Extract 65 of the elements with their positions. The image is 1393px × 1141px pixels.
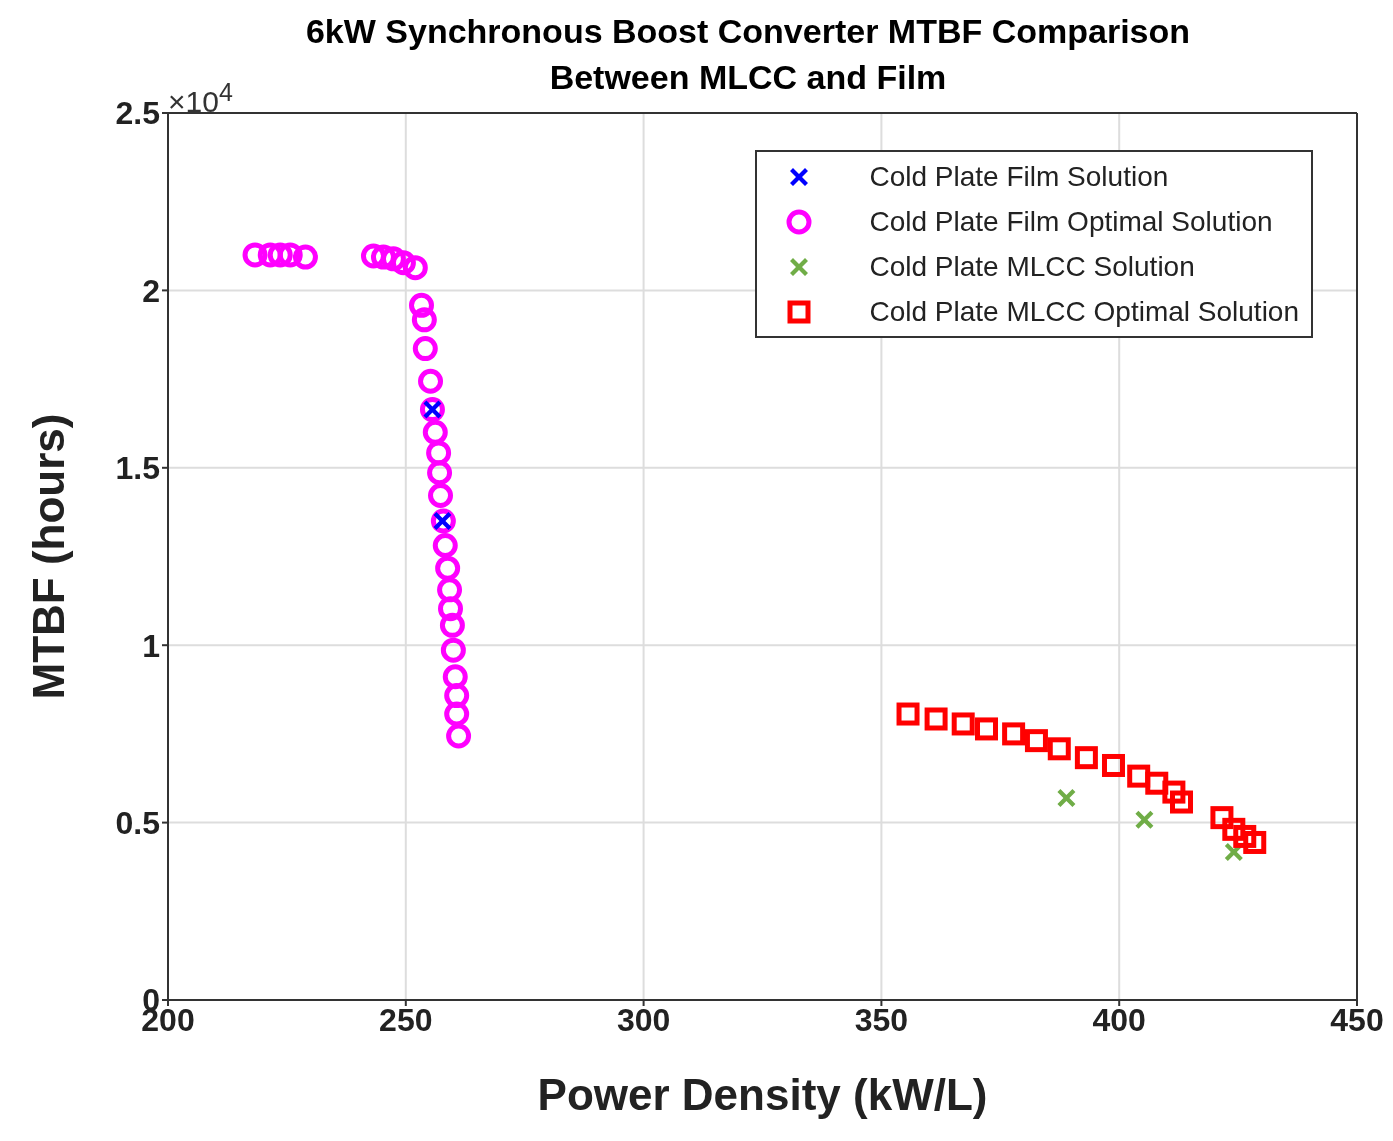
point [444, 683, 470, 709]
point [1024, 729, 1048, 753]
legend-label: Cold Plate MLCC Solution [869, 250, 1195, 283]
x-tick-label: 300 [616, 1001, 671, 1038]
chart-title: 6kW Synchronous Boost Converter MTBF Comparison Between MLCC and Film [304, 11, 1192, 98]
legend-label: Cold Plate Film Solution [869, 160, 1169, 193]
point [360, 243, 386, 269]
x-tick-label: 350 [854, 1001, 909, 1038]
point [267, 242, 293, 268]
point [427, 460, 453, 486]
point [1127, 764, 1151, 788]
point [1162, 780, 1186, 804]
y-tick-label: 1 [142, 627, 160, 664]
point [896, 702, 920, 726]
point [437, 577, 463, 603]
x-tick-label: 450 [1330, 1001, 1384, 1038]
y-tick-label: 2.5 [115, 95, 160, 132]
point [292, 244, 318, 270]
point [277, 242, 303, 268]
annotation: ×10$^{4}$ [168, 78, 233, 119]
point [442, 664, 468, 690]
point [1047, 737, 1071, 761]
point [1074, 746, 1098, 770]
y-tick-label: 2 [142, 272, 160, 309]
point [380, 246, 406, 272]
point [435, 555, 461, 581]
point [438, 596, 464, 622]
point [446, 723, 472, 749]
point [1233, 824, 1257, 848]
point [1002, 722, 1026, 746]
point [428, 482, 454, 508]
point [422, 419, 448, 445]
x-tick-label: 250 [379, 1001, 433, 1038]
point [370, 244, 396, 270]
point [439, 612, 465, 638]
point [1210, 806, 1234, 830]
point [257, 242, 283, 268]
point [924, 707, 948, 731]
point [1145, 771, 1169, 795]
point [1057, 789, 1076, 808]
point [242, 242, 268, 268]
point [1170, 790, 1193, 814]
point [951, 712, 975, 736]
x-axis-title: Power Density (kW/L) [537, 1070, 988, 1119]
legend-label: Cold Plate Film Optimal Solution [869, 205, 1273, 238]
point [1135, 810, 1154, 829]
point [440, 637, 466, 663]
point [1101, 753, 1125, 777]
point [426, 440, 452, 466]
point [444, 701, 470, 727]
y-tick-label: 0.5 [115, 804, 160, 841]
point [412, 336, 438, 362]
y-axis-title: MTBF (hours) [23, 413, 73, 700]
point [975, 717, 999, 741]
point [402, 255, 428, 281]
point [1243, 830, 1267, 854]
point [418, 368, 444, 394]
y-tick-label: 1.5 [115, 450, 160, 487]
point [1222, 817, 1246, 841]
point [411, 307, 437, 333]
point [390, 250, 416, 276]
point [432, 533, 458, 558]
point [409, 292, 434, 318]
legend-label: Cold Plate MLCC Optimal Solution [869, 295, 1299, 328]
x-tick-label: 400 [1092, 1001, 1146, 1038]
